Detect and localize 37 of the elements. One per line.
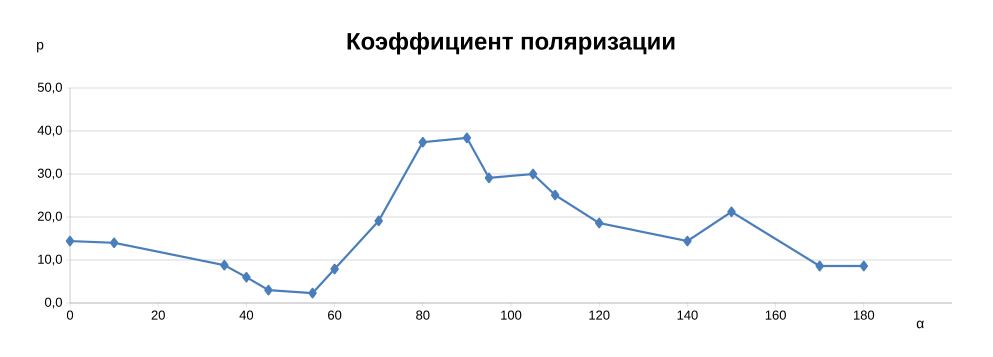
x-tick-label: 0 <box>66 310 74 320</box>
chart-title: Коэффициент поляризации <box>348 32 674 55</box>
point <box>264 284 273 296</box>
x-tick-label: 40 <box>239 310 254 320</box>
x-tick-label: 100 <box>501 310 522 320</box>
point <box>308 288 317 298</box>
y-tick-label: 10,0 <box>38 254 62 266</box>
point <box>683 236 692 246</box>
y-tick-label: 0,0 <box>44 298 62 308</box>
point <box>727 206 736 218</box>
x-tick-label: 60 <box>328 310 342 320</box>
y-tick-label: 20,0 <box>38 212 62 222</box>
y-tick-label: 40,0 <box>38 126 62 136</box>
point <box>484 172 494 184</box>
x-tick-label: 140 <box>678 310 698 320</box>
y-tick-label: 50,0 <box>38 82 62 94</box>
point <box>374 216 383 226</box>
point <box>860 260 868 272</box>
point <box>220 260 229 270</box>
x-tick-label: 80 <box>416 310 430 320</box>
x-axis-title: α <box>916 320 924 328</box>
y-tick-label: 30,0 <box>38 168 62 180</box>
x-tick-label: 20 <box>152 310 165 320</box>
x-tick-label: 160 <box>766 310 786 320</box>
point <box>330 264 339 274</box>
point <box>462 132 472 144</box>
x-tick-label: 120 <box>589 310 610 320</box>
point <box>418 136 428 148</box>
point <box>242 272 251 282</box>
point <box>815 260 824 272</box>
y-axis-title: p <box>37 42 44 52</box>
point <box>594 218 604 228</box>
point <box>110 238 118 248</box>
x-tick-label: 180 <box>854 310 874 320</box>
point <box>528 168 538 180</box>
point <box>66 236 74 246</box>
point <box>550 190 560 200</box>
